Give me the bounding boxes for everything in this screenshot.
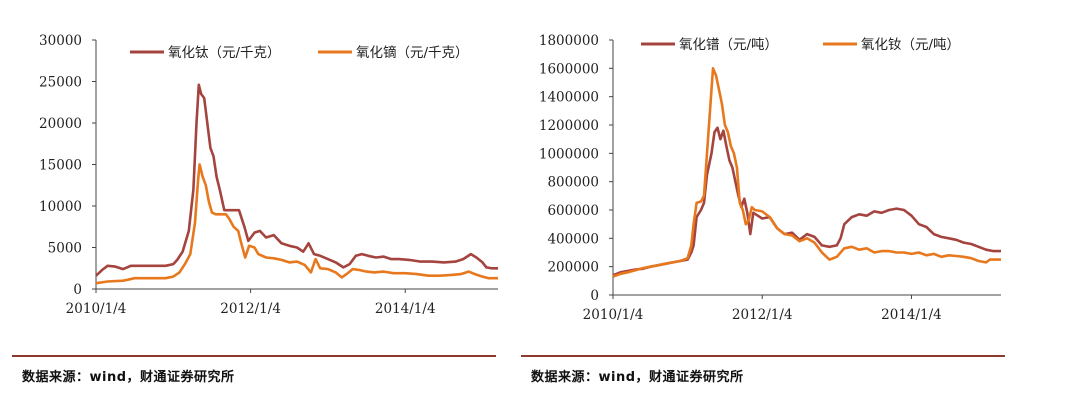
legend-label-1: 氧化镨（元/吨）: [679, 37, 778, 53]
y-tick-label: 25000: [39, 75, 82, 91]
x-tick-label: 2010/1/4: [66, 301, 127, 317]
x-tick-label: 2012/1/4: [220, 301, 281, 317]
series-line-1: [612, 126, 1001, 277]
legend-label-2: 氧化镝（元/千克）: [356, 44, 469, 61]
y-tick-label: 1400000: [539, 90, 599, 106]
y-tick-label: 10000: [39, 199, 82, 215]
y-tick-label: 800000: [547, 175, 599, 191]
left-line-chart: 0 5000 10000 15000 20000 25000 30000 2010/1/4 20…: [39, 33, 498, 317]
left-divider: [12, 355, 496, 357]
right-source-caption: 数据来源：wind，财通证券研究所: [531, 370, 744, 385]
x-tick-label: 2014/1/4: [375, 301, 436, 317]
left-source-caption: 数据来源：wind，财通证券研究所: [22, 370, 235, 385]
right-divider: [521, 355, 1005, 357]
legend-label-1: 氧化钛（元/千克）: [168, 45, 281, 61]
y-tick-label: 0: [590, 288, 599, 304]
y-tick-label: 15000: [39, 158, 82, 174]
y-tick-label: 600000: [547, 203, 599, 219]
x-tick-label: 2010/1/4: [583, 307, 644, 323]
y-tick-label: 1000000: [539, 146, 599, 162]
y-tick-label: 5000: [48, 241, 82, 257]
series-line-1: [95, 83, 498, 277]
x-tick-label: 2014/1/4: [881, 307, 942, 323]
y-tick-label: 400000: [547, 231, 599, 247]
right-chart-panel: 0 200000 400000 600000 800000 1000000 1200000 1…: [517, 0, 1027, 413]
legend-label-2: 氧化钕（元/吨）: [861, 37, 960, 53]
x-tick-label: 2012/1/4: [732, 307, 793, 323]
series-line-2: [95, 163, 498, 285]
y-tick-label: 1200000: [539, 118, 599, 134]
y-tick-label: 1800000: [539, 33, 599, 49]
y-tick-label: 1600000: [539, 61, 599, 77]
y-tick-label: 20000: [39, 116, 82, 132]
series-line-2: [612, 67, 1001, 278]
y-tick-label: 0: [73, 282, 82, 298]
y-tick-label: 30000: [39, 33, 82, 49]
left-chart-panel: 0 5000 10000 15000 20000 25000 30000 2010/1/4 20…: [0, 0, 510, 413]
right-line-chart: 0 200000 400000 600000 800000 1000000 1200000 1…: [539, 33, 1001, 323]
y-tick-label: 200000: [547, 260, 599, 276]
